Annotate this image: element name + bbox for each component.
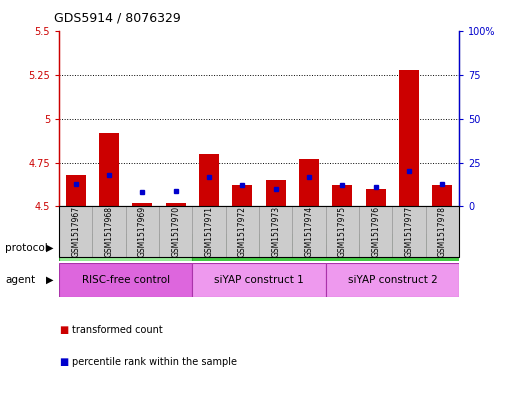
Bar bbox=[366, 189, 386, 206]
Text: transformed count: transformed count bbox=[72, 325, 163, 335]
FancyBboxPatch shape bbox=[192, 234, 459, 261]
Text: GSM1517972: GSM1517972 bbox=[238, 206, 247, 257]
Text: GSM1517971: GSM1517971 bbox=[205, 206, 213, 257]
Text: ■: ■ bbox=[59, 325, 68, 335]
Bar bbox=[232, 185, 252, 206]
Bar bbox=[166, 203, 186, 206]
Text: GSM1517978: GSM1517978 bbox=[438, 206, 447, 257]
Bar bbox=[199, 154, 219, 206]
Bar bbox=[66, 175, 86, 206]
Text: GSM1517967: GSM1517967 bbox=[71, 206, 80, 257]
FancyBboxPatch shape bbox=[326, 263, 459, 297]
Text: ▶: ▶ bbox=[46, 275, 54, 285]
Text: GSM1517975: GSM1517975 bbox=[338, 206, 347, 257]
Text: GDS5914 / 8076329: GDS5914 / 8076329 bbox=[54, 12, 181, 25]
Text: GSM1517977: GSM1517977 bbox=[405, 206, 413, 257]
Text: GSM1517970: GSM1517970 bbox=[171, 206, 180, 257]
Bar bbox=[299, 159, 319, 206]
Text: agent: agent bbox=[5, 275, 35, 285]
Text: RISC-free control: RISC-free control bbox=[82, 275, 170, 285]
Text: percentile rank within the sample: percentile rank within the sample bbox=[72, 356, 237, 367]
Bar bbox=[266, 180, 286, 206]
FancyBboxPatch shape bbox=[59, 263, 192, 297]
Text: protocol: protocol bbox=[5, 242, 48, 253]
Bar bbox=[399, 70, 419, 206]
Text: siYAP construct 1: siYAP construct 1 bbox=[214, 275, 304, 285]
Text: control: control bbox=[108, 242, 144, 253]
Text: YAP depletion: YAP depletion bbox=[290, 242, 361, 253]
FancyBboxPatch shape bbox=[59, 234, 192, 261]
Bar bbox=[132, 203, 152, 206]
FancyBboxPatch shape bbox=[192, 263, 326, 297]
Bar bbox=[332, 185, 352, 206]
Bar bbox=[99, 133, 119, 206]
Bar bbox=[432, 185, 452, 206]
Text: GSM1517976: GSM1517976 bbox=[371, 206, 380, 257]
Text: GSM1517969: GSM1517969 bbox=[138, 206, 147, 257]
Text: GSM1517974: GSM1517974 bbox=[305, 206, 313, 257]
Text: ■: ■ bbox=[59, 356, 68, 367]
Text: GSM1517968: GSM1517968 bbox=[105, 206, 113, 257]
Text: ▶: ▶ bbox=[46, 242, 54, 253]
Text: siYAP construct 2: siYAP construct 2 bbox=[348, 275, 437, 285]
Text: GSM1517973: GSM1517973 bbox=[271, 206, 280, 257]
